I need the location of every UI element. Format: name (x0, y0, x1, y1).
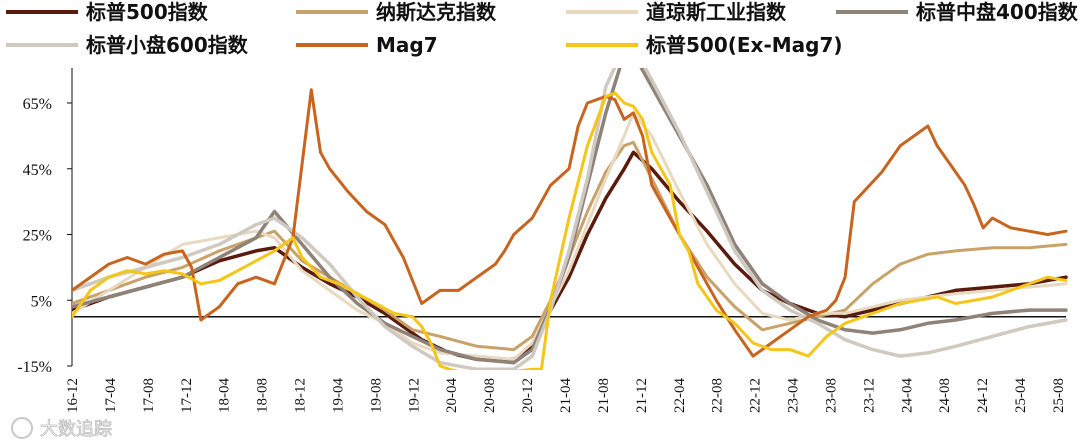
legend-label-3: 标普中盘400指数 (916, 0, 1079, 24)
x-tick-label: 22-08 (710, 378, 726, 413)
y-tick-label: 65% (23, 96, 52, 113)
x-tick-label: 23-08 (823, 378, 839, 413)
x-tick-label: 20-12 (520, 378, 536, 413)
y-axis: 65% 45% 25% 5% -15% (17, 96, 72, 376)
y-tick-label: 45% (23, 162, 52, 179)
x-tick-label: 21-08 (596, 378, 612, 413)
legend-label-1: 纳斯达克指数 (376, 0, 497, 24)
series-lines (72, 68, 1068, 370)
legend-label-2: 道琼斯工业指数 (646, 0, 787, 24)
series-line-6 (72, 91, 1068, 370)
legend-label-5: Mag7 (376, 33, 438, 57)
x-tick-label: 25-08 (1051, 378, 1067, 413)
x-tick-label: 17-12 (179, 378, 195, 413)
x-tick-label: 21-12 (634, 378, 650, 413)
x-tick-label: 18-04 (217, 378, 233, 413)
x-tick-label: 23-12 (861, 378, 877, 413)
x-tick-label: 22-04 (672, 378, 688, 413)
y-tick-label: -15% (17, 359, 52, 376)
legend-label-0: 标普500指数 (86, 0, 209, 24)
y-tick-label: 5% (31, 293, 52, 310)
x-tick-label: 20-08 (482, 378, 498, 413)
x-tick-label: 21-04 (558, 378, 574, 413)
x-tick-label: 19-08 (368, 378, 384, 413)
x-tick-label: 22-12 (748, 378, 764, 413)
x-tick-label: 25-04 (1013, 378, 1029, 413)
watermark-text: 大数追踪 (40, 419, 112, 440)
series-line-1 (72, 140, 1068, 352)
x-tick-label: 24-08 (937, 378, 953, 413)
watermark-logo-icon (11, 417, 33, 439)
x-tick-label: 18-08 (255, 378, 271, 413)
x-tick-label: 23-04 (786, 378, 802, 413)
legend-label-4: 标普小盘600指数 (86, 33, 249, 57)
x-tick-label: 20-04 (444, 378, 460, 413)
x-axis: 16-12 17-04 17-08 17-12 18-04 18-08 18-12 19-04… (65, 378, 1067, 413)
series-line-2 (72, 111, 1068, 361)
x-tick-label: 18-12 (293, 378, 309, 413)
series-line-0 (72, 150, 1068, 362)
x-tick-label: 16-12 (65, 378, 81, 413)
x-tick-label: 17-04 (103, 378, 119, 413)
x-tick-label: 24-12 (975, 378, 991, 413)
x-tick-label: 17-08 (141, 378, 157, 413)
series-line-5 (72, 88, 1068, 358)
series-line-4 (72, 68, 1068, 370)
watermark: 大数追踪 (11, 417, 112, 440)
legend-label-6: 标普500(Ex-Mag7) (646, 33, 843, 57)
x-tick-label: 19-04 (330, 378, 346, 413)
x-tick-label: 24-04 (899, 378, 915, 413)
y-tick-label: 25% (23, 228, 52, 245)
x-tick-label: 19-12 (406, 378, 422, 413)
